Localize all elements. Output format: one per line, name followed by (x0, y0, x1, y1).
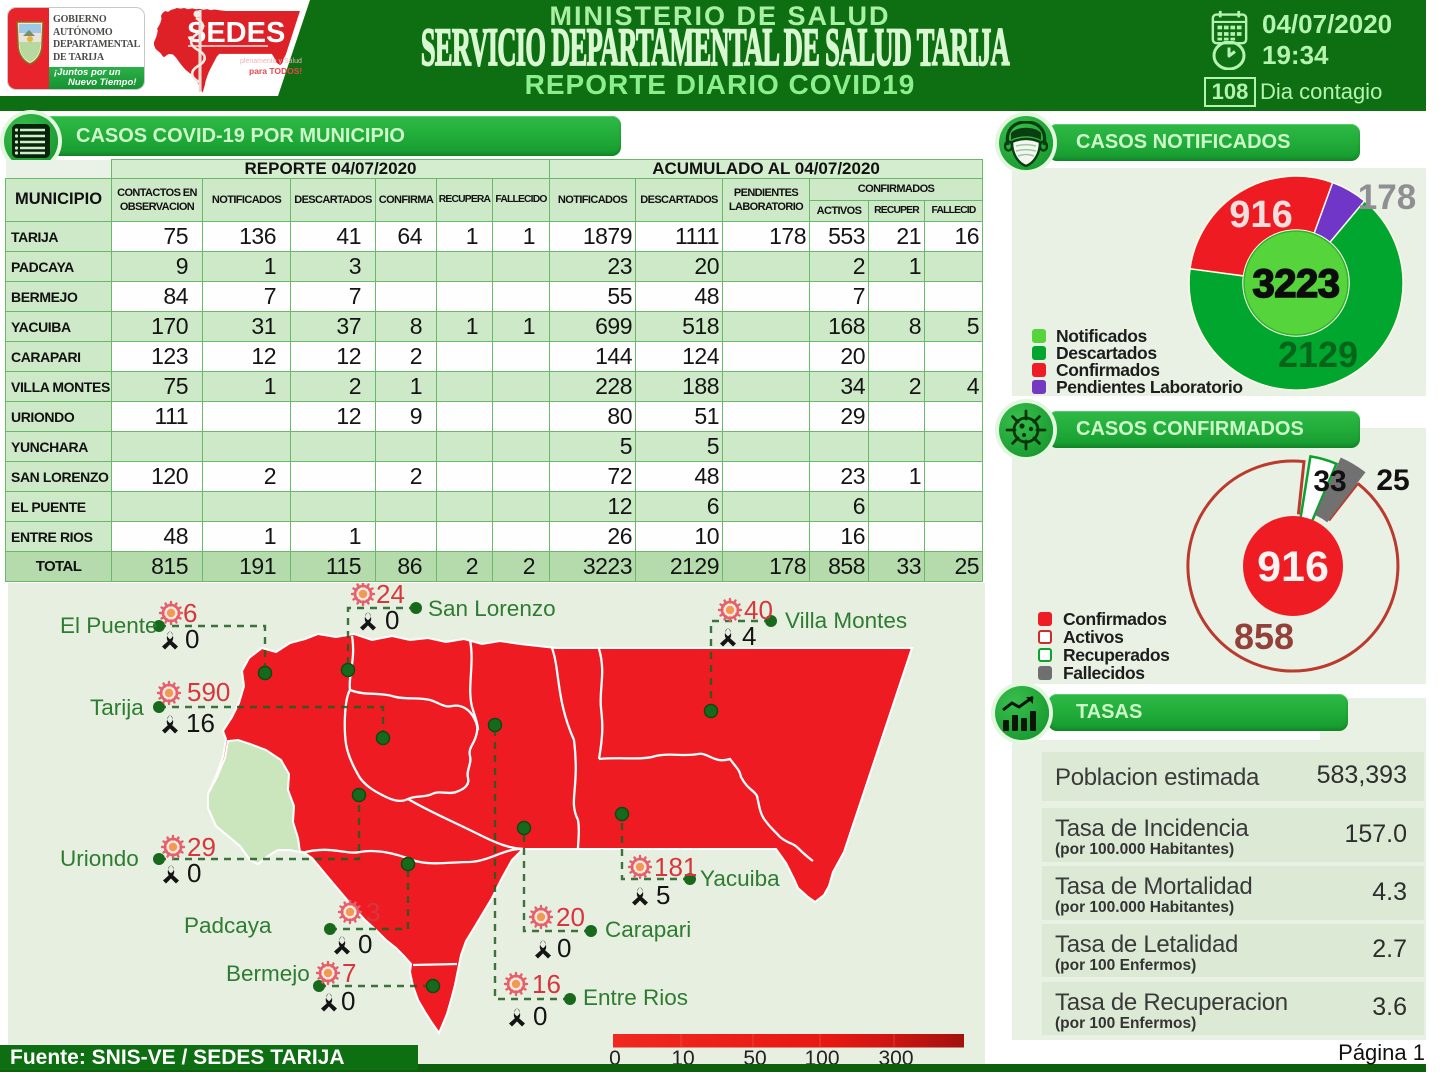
svg-text:Yacuiba: Yacuiba (700, 866, 780, 891)
svg-text:0: 0 (557, 933, 571, 963)
svg-text:3223: 3223 (1253, 262, 1340, 306)
svg-text:178: 178 (1358, 178, 1416, 217)
svg-text:25: 25 (1376, 464, 1409, 497)
svg-text:16: 16 (186, 708, 215, 738)
svg-text:SEDES: SEDES (187, 17, 285, 49)
svg-text:181: 181 (654, 852, 697, 882)
svg-text:858: 858 (1234, 616, 1294, 657)
svg-text:Uriondo: Uriondo (60, 846, 139, 871)
svg-text:Carapari: Carapari (605, 917, 691, 942)
svg-text:5: 5 (656, 880, 670, 910)
svg-text:7: 7 (342, 958, 356, 988)
svg-text:Bermejo: Bermejo (226, 961, 310, 986)
svg-text:590: 590 (187, 677, 230, 707)
svg-text:0: 0 (185, 624, 199, 654)
svg-text:plenamente y Salud: plenamente y Salud (240, 58, 302, 65)
svg-text:San Lorenzo: San Lorenzo (428, 596, 556, 621)
svg-text:0: 0 (187, 858, 201, 888)
svg-text:300: 300 (878, 1047, 913, 1066)
svg-text:33: 33 (1313, 465, 1346, 498)
svg-text:El Puente: El Puente (60, 613, 158, 638)
svg-text:Entre Rios: Entre Rios (583, 985, 688, 1010)
svg-text:916: 916 (1257, 543, 1329, 591)
svg-text:Tarija: Tarija (90, 695, 144, 720)
svg-text:0: 0 (533, 1001, 547, 1031)
svg-text:3: 3 (366, 897, 380, 927)
svg-text:4: 4 (742, 621, 756, 651)
svg-text:para TODOS!: para TODOS! (249, 66, 302, 76)
svg-text:24: 24 (376, 583, 405, 609)
svg-text:2129: 2129 (1278, 334, 1358, 375)
svg-text:20: 20 (556, 902, 585, 932)
svg-text:0: 0 (341, 986, 355, 1016)
svg-text:0: 0 (385, 605, 399, 635)
svg-text:0: 0 (609, 1047, 621, 1066)
svg-text:50: 50 (743, 1047, 766, 1066)
svg-text:916: 916 (1229, 194, 1292, 236)
svg-text:0: 0 (358, 929, 372, 959)
svg-text:40: 40 (744, 595, 773, 625)
svg-text:100: 100 (804, 1047, 839, 1066)
svg-text:Padcaya: Padcaya (184, 913, 272, 938)
svg-text:10: 10 (671, 1047, 694, 1066)
svg-text:16: 16 (532, 969, 561, 999)
svg-text:Villa Montes: Villa Montes (785, 608, 907, 633)
svg-text:29: 29 (187, 832, 216, 862)
svg-text:6: 6 (183, 598, 197, 628)
